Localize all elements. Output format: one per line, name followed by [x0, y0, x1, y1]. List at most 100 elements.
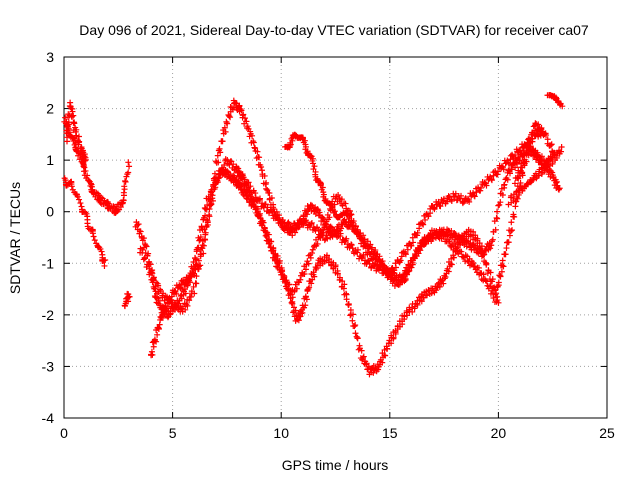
- data-point: [482, 259, 489, 266]
- data-point: [312, 266, 319, 273]
- data-point: [451, 230, 458, 237]
- data-point: [349, 317, 356, 324]
- data-point: [471, 192, 478, 199]
- data-point: [360, 353, 367, 360]
- data-point: [460, 235, 467, 242]
- data-point: [122, 178, 129, 185]
- data-point: [478, 184, 485, 191]
- data-point: [143, 243, 150, 250]
- y-tick-label: -2: [42, 307, 55, 323]
- data-point: [436, 202, 443, 209]
- data-point: [517, 147, 524, 154]
- data-point: [408, 304, 415, 311]
- data-point: [465, 197, 472, 204]
- data-point: [97, 199, 104, 206]
- data-point: [243, 118, 250, 125]
- data-point: [178, 295, 185, 302]
- data-point: [354, 335, 361, 342]
- data-point: [379, 359, 386, 366]
- data-point: [297, 276, 304, 283]
- data-point: [349, 245, 356, 252]
- data-point: [320, 226, 327, 233]
- data-point: [405, 268, 412, 275]
- data-point: [445, 268, 452, 275]
- data-point: [236, 169, 243, 176]
- data-point: [524, 148, 531, 155]
- data-point: [280, 272, 287, 279]
- data-point: [227, 114, 234, 121]
- data-point: [494, 208, 501, 215]
- data-point: [487, 245, 494, 252]
- data-point: [263, 185, 270, 192]
- data-point: [172, 288, 179, 295]
- data-point: [155, 325, 162, 332]
- series-track-g: [148, 124, 556, 359]
- data-point: [404, 312, 411, 319]
- data-point: [501, 251, 508, 258]
- data-point: [82, 167, 89, 174]
- series-track-k: [544, 92, 566, 110]
- data-point: [268, 195, 275, 202]
- y-tick-label: 2: [46, 101, 54, 117]
- data-point: [512, 152, 519, 159]
- data-point: [491, 284, 498, 291]
- data-point: [327, 223, 334, 230]
- data-point: [440, 280, 447, 287]
- data-point: [539, 128, 546, 135]
- data-point: [501, 181, 508, 188]
- data-point: [222, 128, 229, 135]
- data-point: [159, 314, 166, 321]
- data-point: [350, 218, 357, 225]
- data-point: [505, 239, 512, 246]
- data-point: [244, 123, 251, 130]
- data-point: [508, 166, 515, 173]
- data-point: [379, 261, 386, 268]
- data-point: [558, 144, 565, 151]
- data-point: [448, 261, 455, 268]
- data-point: [499, 192, 506, 199]
- data-point: [69, 105, 76, 112]
- data-point: [308, 219, 315, 226]
- data-point: [221, 124, 228, 131]
- data-point: [254, 148, 261, 155]
- data-point: [202, 231, 209, 238]
- data-point: [168, 296, 175, 303]
- data-point: [337, 233, 344, 240]
- data-point: [458, 248, 465, 255]
- data-point: [70, 119, 77, 126]
- data-point: [532, 122, 539, 129]
- data-point: [335, 192, 342, 199]
- data-point: [89, 230, 96, 237]
- data-point: [489, 236, 496, 243]
- data-point: [424, 292, 431, 299]
- x-tick-label: 0: [60, 425, 68, 441]
- data-point: [196, 263, 202, 270]
- data-point: [251, 197, 258, 204]
- data-point: [98, 248, 105, 255]
- data-point: [359, 253, 366, 260]
- data-point: [263, 179, 270, 186]
- data-point: [267, 244, 274, 251]
- data-point: [483, 278, 490, 285]
- data-point: [85, 225, 92, 232]
- data-point: [534, 125, 541, 132]
- data-point: [288, 299, 295, 306]
- data-point: [452, 231, 459, 238]
- data-point: [82, 156, 89, 163]
- series-track-i: [282, 131, 355, 221]
- data-point: [489, 278, 496, 285]
- data-point: [392, 329, 399, 336]
- data-point: [314, 240, 321, 247]
- data-point: [76, 196, 83, 203]
- data-point: [538, 164, 545, 171]
- data-point: [334, 270, 341, 277]
- data-point: [216, 145, 223, 152]
- data-point: [288, 288, 295, 295]
- data-point: [347, 312, 354, 319]
- data-point: [521, 156, 528, 163]
- data-point: [343, 296, 350, 303]
- data-point: [125, 293, 132, 300]
- data-point: [200, 242, 207, 249]
- data-point: [499, 257, 506, 264]
